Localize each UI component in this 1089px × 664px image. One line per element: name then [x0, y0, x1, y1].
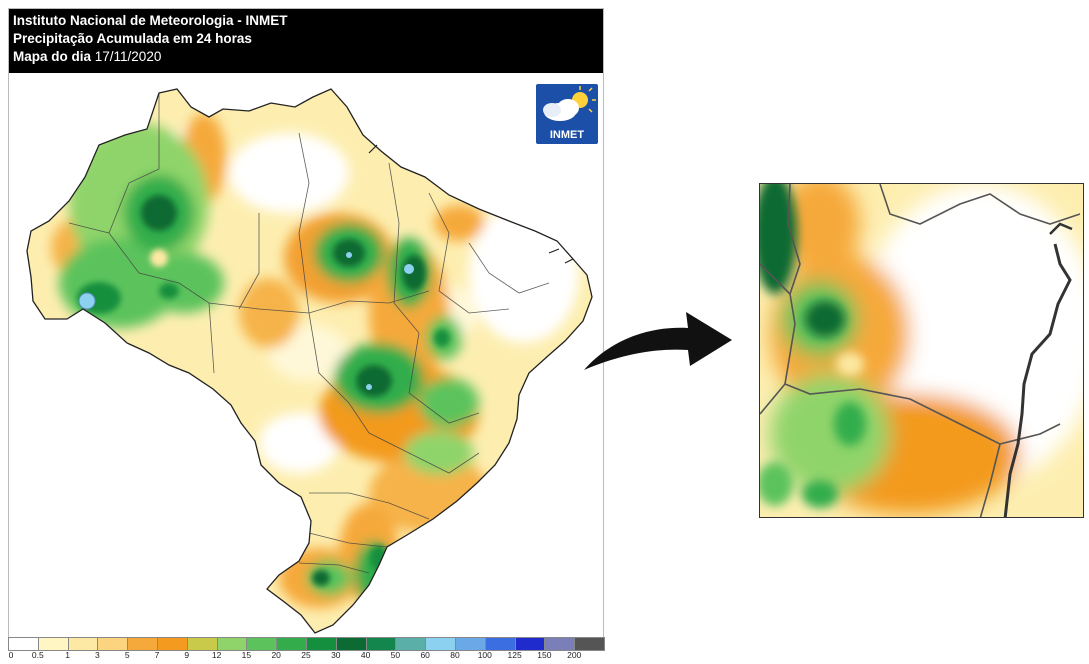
legend-label: 200	[567, 650, 582, 660]
legend-swatch	[455, 637, 486, 651]
header-date-line: Mapa do dia 17/11/2020	[13, 48, 603, 66]
brazil-precipitation-map	[26, 88, 593, 634]
legend-label: 0.5	[31, 650, 44, 660]
legend-swatch	[276, 637, 307, 651]
legend-swatch	[8, 637, 39, 651]
header-date: 17/11/2020	[94, 49, 162, 64]
legend-label: 15	[241, 650, 252, 660]
legend-swatch	[395, 637, 427, 651]
legend-swatch	[97, 637, 129, 651]
legend-label: 125	[507, 650, 522, 660]
legend-label: 150	[537, 650, 552, 660]
legend-label: 80	[450, 650, 460, 660]
precipitation-legend: 0 0.5 1 3 5 7 9 12 15 20 25 30 40 50 60 80 100 125 150 200	[8, 637, 605, 663]
header-institution: Instituto Nacional de Meteorologia - INM…	[13, 13, 288, 28]
legend-label: 0	[8, 650, 14, 660]
legend-swatch	[186, 637, 218, 651]
legend-label: 3	[95, 650, 100, 660]
legend-label: 25	[301, 650, 311, 660]
header-title: Precipitação Acumulada em 24 horas	[13, 31, 252, 46]
legend-swatch	[425, 637, 456, 651]
header-date-prefix: Mapa do dia	[13, 49, 95, 64]
legend-swatch	[484, 637, 516, 651]
legend-label: 60	[420, 650, 430, 660]
cloud-sun-icon	[543, 86, 596, 121]
legend-label: 5	[124, 650, 130, 660]
legend-swatch	[306, 637, 337, 651]
zoomed-map-inset	[759, 183, 1084, 518]
legend-swatch	[365, 637, 397, 651]
map-header: Instituto Nacional de Meteorologia - INM…	[9, 9, 603, 73]
curved-arrow-icon	[584, 312, 732, 370]
legend-swatch	[544, 637, 576, 651]
precipitation-map-panel: Instituto Nacional de Meteorologia - INM…	[8, 8, 604, 638]
legend-label: 12	[211, 650, 222, 660]
legend-label: 20	[271, 650, 281, 660]
legend-swatch	[37, 637, 69, 651]
legend-swatch	[127, 637, 158, 651]
legend-swatch	[67, 637, 99, 651]
logo-text: INMET	[549, 129, 585, 141]
legend-swatch	[157, 637, 188, 651]
legend-label: 100	[477, 650, 492, 660]
legend-swatch	[335, 637, 367, 651]
legend-label: 9	[184, 650, 190, 660]
legend-swatch	[574, 637, 605, 651]
legend-label: 1	[65, 650, 70, 660]
legend-swatch	[246, 637, 278, 651]
legend-label: 40	[360, 650, 371, 660]
zoomed-precipitation-detail	[760, 184, 1083, 517]
legend-label: 7	[154, 650, 160, 660]
legend-swatch	[216, 637, 248, 651]
legend-label: 50	[390, 650, 401, 660]
legend-label: 30	[331, 650, 341, 660]
legend-swatch	[514, 637, 546, 651]
inmet-logo: INMET	[536, 84, 598, 144]
